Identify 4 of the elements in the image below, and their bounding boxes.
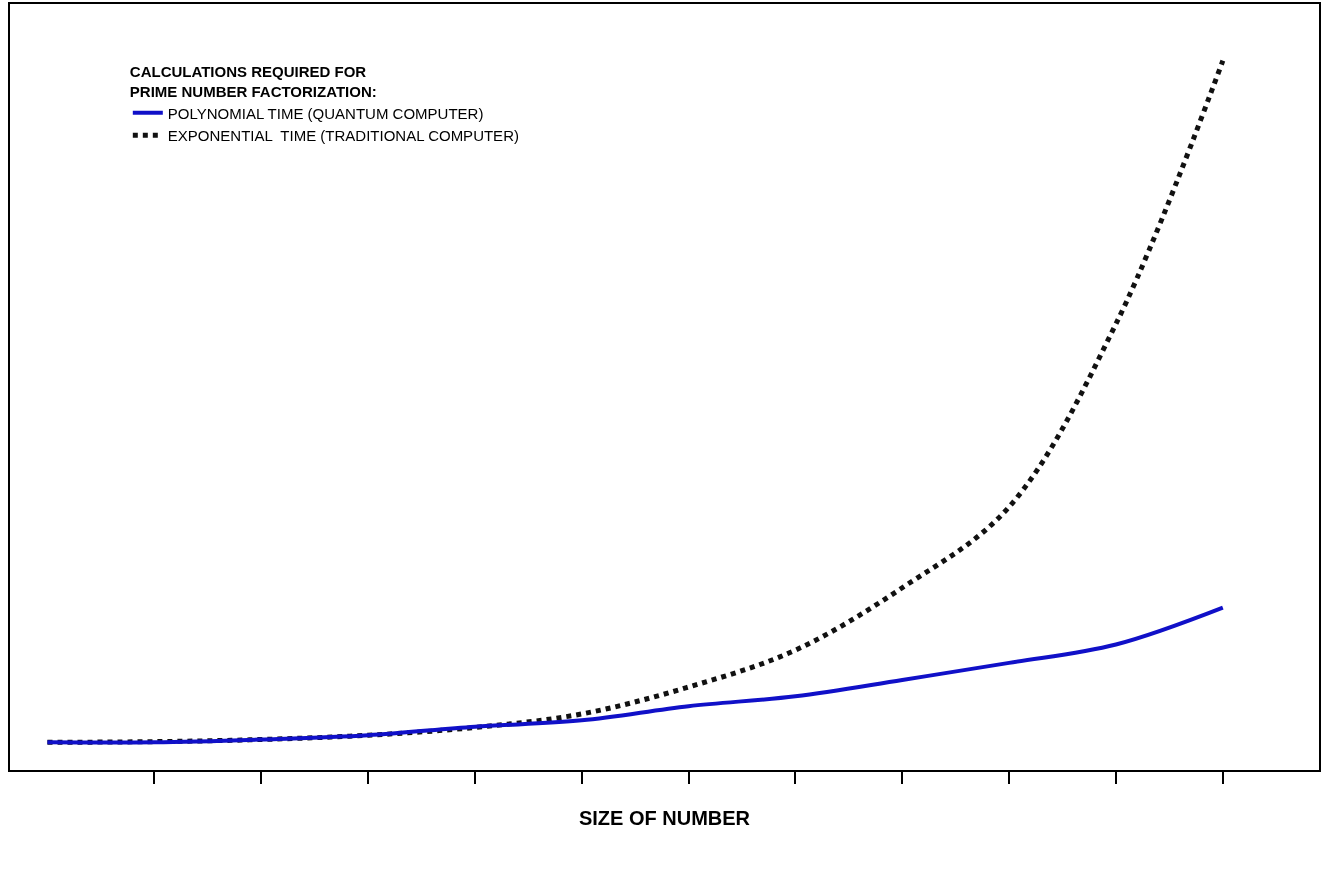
- legend-label: EXPONENTIAL TIME (TRADITIONAL COMPUTER): [167, 127, 519, 145]
- legend-title: CALCULATIONS REQUIRED FOR PRIME NUMBER FACTORIZATION:: [129, 63, 377, 100]
- x-axis-title: SIZE OF NUMBER: [578, 807, 751, 829]
- legend-label: POLYNOMIAL TIME (QUANTUM COMPUTER): [167, 104, 484, 122]
